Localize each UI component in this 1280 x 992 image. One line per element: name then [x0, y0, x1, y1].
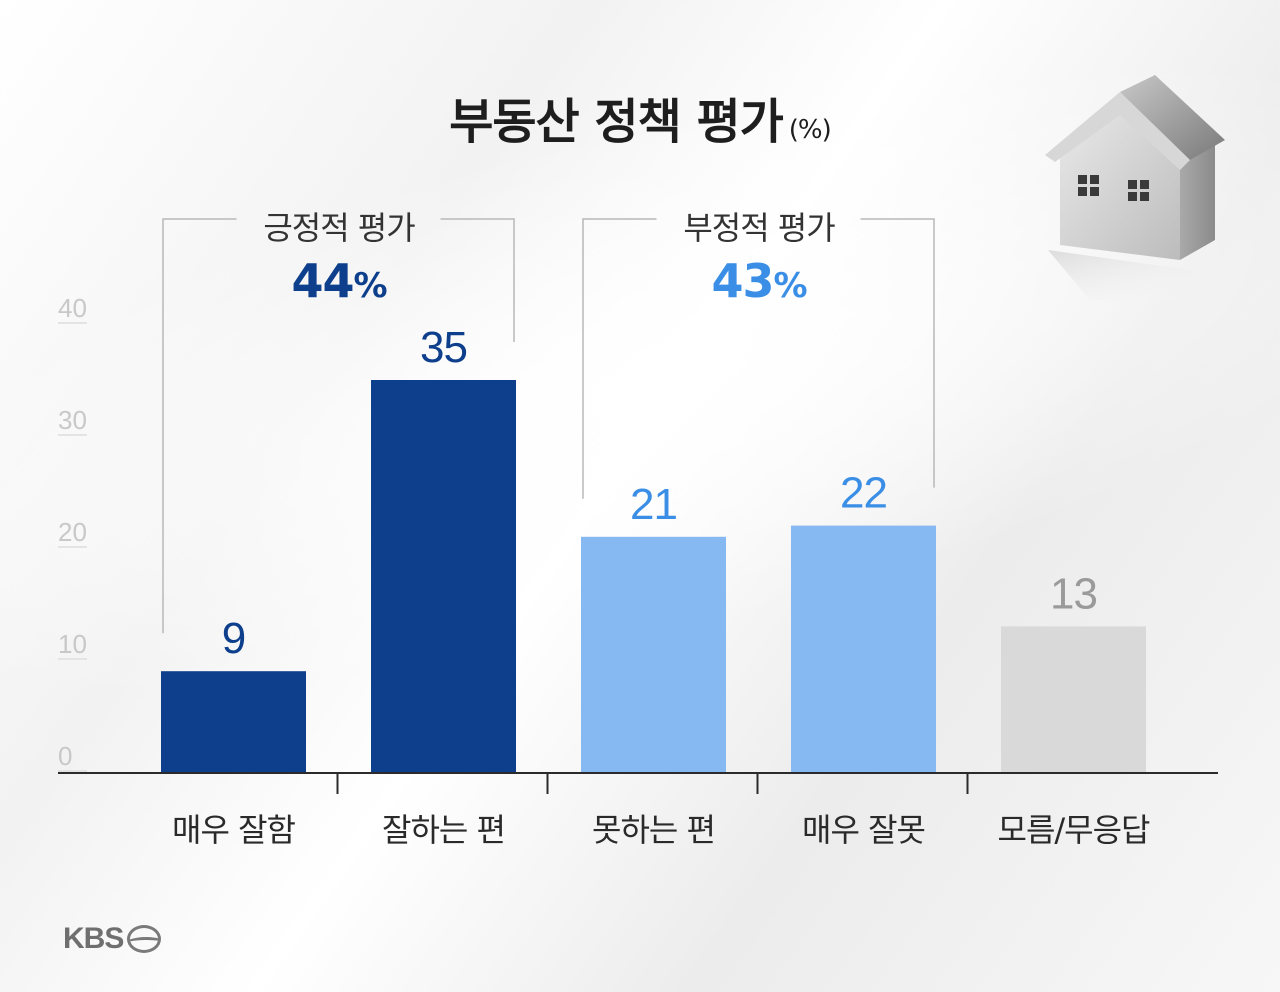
y-tick-label: 40 — [58, 293, 87, 323]
house-icon — [1045, 75, 1225, 300]
group-bracket — [582, 218, 935, 499]
positive-group-percent: 44% — [189, 254, 489, 308]
negative-group-value: 43 — [711, 254, 774, 308]
positive-group-label: 긍정적 평가 — [263, 209, 415, 247]
category-label: 잘하는 편 — [382, 811, 505, 849]
chart-title-text: 부동산 정책 평가 — [449, 94, 784, 150]
bar-value-label: 35 — [420, 323, 467, 372]
y-tick-label: 0 — [58, 741, 72, 771]
negative-group-label: 부정적 평가 — [683, 209, 835, 247]
bars — [161, 380, 1146, 772]
category-label: 모름/무응답 — [998, 811, 1151, 849]
kbs-logo: KBS — [63, 922, 162, 956]
category-label: 못하는 편 — [592, 811, 715, 849]
positive-group-suffix: % — [353, 266, 387, 306]
bar — [161, 671, 306, 772]
kbs-logo-text: KBS — [63, 922, 124, 955]
category-labels: 매우 잘함 잘하는 편 못하는 편 매우 잘못 모름/무응답 — [172, 811, 1151, 849]
category-label: 매우 잘못 — [802, 811, 925, 849]
group-bracket — [162, 218, 515, 634]
bar — [791, 525, 936, 772]
negative-group-suffix: % — [773, 266, 807, 306]
y-tick-label: 20 — [58, 517, 87, 547]
x-axis — [58, 772, 1218, 794]
bar — [1001, 626, 1146, 772]
group-brackets — [162, 218, 935, 634]
kbs-logo-mark — [127, 925, 162, 953]
positive-group-value: 44 — [291, 254, 354, 308]
y-tick-label: 10 — [58, 629, 87, 659]
chart-unit: (%) — [788, 115, 832, 145]
chart-title: 부동산 정책 평가 (%) — [0, 82, 1280, 152]
bar — [581, 536, 726, 772]
bar-value-label: 22 — [840, 469, 887, 518]
bar-value-labels: 9 35 21 22 13 — [222, 323, 1098, 663]
category-label: 매우 잘함 — [172, 811, 295, 849]
bar-value-label: 21 — [630, 480, 677, 529]
negative-group-percent: 43% — [609, 254, 909, 308]
y-axis: 0 10 20 30 40 — [58, 293, 87, 772]
bar-value-label: 13 — [1050, 569, 1097, 618]
bar-value-label: 9 — [222, 614, 245, 663]
bar — [371, 380, 516, 772]
y-tick-label: 30 — [58, 405, 87, 435]
